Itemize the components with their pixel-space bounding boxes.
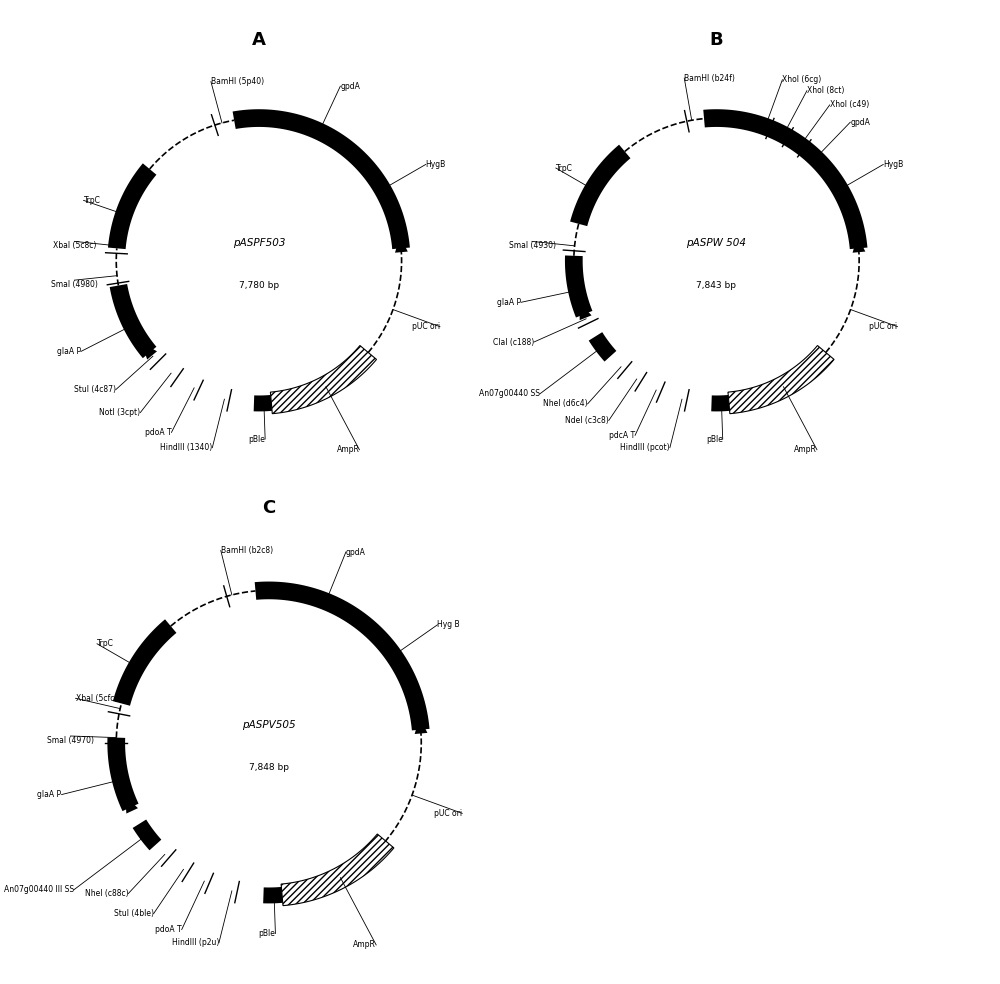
Text: pBle: pBle	[248, 435, 265, 444]
Polygon shape	[565, 256, 592, 318]
Text: B: B	[710, 31, 723, 49]
Text: StuI (4c87): StuI (4c87)	[74, 385, 116, 395]
Text: NdeI (c3c8): NdeI (c3c8)	[565, 416, 609, 425]
Text: NheI (d6c4): NheI (d6c4)	[543, 400, 588, 408]
Text: 7,848 bp: 7,848 bp	[249, 763, 289, 772]
Polygon shape	[853, 235, 865, 253]
Text: 7,843 bp: 7,843 bp	[696, 280, 736, 290]
Text: HindIII (pcot): HindIII (pcot)	[620, 443, 670, 453]
Polygon shape	[281, 834, 394, 905]
Text: AmpR: AmpR	[353, 941, 376, 950]
Text: XbaI (5c8c): XbaI (5c8c)	[53, 241, 96, 250]
Text: pBle: pBle	[259, 929, 275, 938]
Text: XhoI (8ct): XhoI (8ct)	[807, 87, 844, 95]
Polygon shape	[110, 284, 156, 358]
Text: TrpC: TrpC	[556, 163, 573, 172]
Polygon shape	[113, 619, 176, 706]
Polygon shape	[255, 582, 430, 730]
Text: XhoI (c49): XhoI (c49)	[830, 100, 869, 109]
Polygon shape	[133, 820, 161, 850]
Text: AmpR: AmpR	[337, 445, 359, 455]
Text: AmpR: AmpR	[794, 445, 817, 455]
Polygon shape	[589, 333, 616, 361]
Text: pdcA T: pdcA T	[609, 431, 635, 440]
Polygon shape	[108, 163, 156, 249]
Polygon shape	[270, 345, 377, 413]
Text: pASPF503: pASPF503	[233, 238, 285, 248]
Polygon shape	[579, 302, 592, 320]
Text: pBle: pBle	[706, 435, 723, 444]
Text: pUC ori: pUC ori	[869, 322, 897, 332]
Text: HindIII (1340): HindIII (1340)	[160, 443, 212, 453]
Text: BamHI (b2c8): BamHI (b2c8)	[221, 546, 273, 555]
Text: pdoA T: pdoA T	[155, 925, 182, 934]
Text: StuI (4ble): StuI (4ble)	[114, 909, 154, 918]
Text: HindIII (p2u): HindIII (p2u)	[172, 938, 219, 948]
Text: Hyg B: Hyg B	[437, 620, 460, 630]
Polygon shape	[728, 345, 834, 413]
Polygon shape	[254, 395, 272, 411]
Text: HygB: HygB	[426, 160, 446, 169]
Text: glaA P: glaA P	[57, 347, 81, 356]
Text: glaA P: glaA P	[37, 790, 62, 799]
Text: TrpC: TrpC	[84, 196, 100, 205]
Text: BamHI (5p40): BamHI (5p40)	[211, 77, 264, 86]
Polygon shape	[703, 109, 867, 249]
Text: SmaI (4930): SmaI (4930)	[509, 241, 556, 250]
Text: An07g00440 III SS: An07g00440 III SS	[4, 886, 74, 894]
Text: pASPV505: pASPV505	[242, 720, 296, 730]
Text: A: A	[252, 31, 266, 49]
Polygon shape	[570, 145, 630, 226]
Text: pUC ori: pUC ori	[412, 322, 440, 332]
Text: gpdA: gpdA	[340, 82, 360, 91]
Text: XbaI (5cfc): XbaI (5cfc)	[76, 694, 117, 703]
Polygon shape	[395, 235, 408, 253]
Polygon shape	[233, 109, 410, 249]
Polygon shape	[125, 796, 138, 814]
Text: NheI (c88c): NheI (c88c)	[85, 889, 128, 898]
Text: glaA P: glaA P	[497, 298, 521, 307]
Text: An07g00440 SS: An07g00440 SS	[479, 390, 540, 399]
Text: SmaI (4980): SmaI (4980)	[51, 280, 98, 289]
Polygon shape	[263, 887, 283, 903]
Text: C: C	[262, 499, 275, 517]
Polygon shape	[107, 737, 139, 811]
Text: HygB: HygB	[883, 160, 904, 169]
Text: gpdA: gpdA	[850, 118, 870, 127]
Text: NotI (3cpt): NotI (3cpt)	[99, 408, 140, 417]
Text: BamHI (b24f): BamHI (b24f)	[684, 74, 735, 83]
Text: gpdA: gpdA	[346, 547, 366, 557]
Text: SmaI (4970): SmaI (4970)	[47, 736, 94, 745]
Polygon shape	[141, 342, 157, 359]
Text: ClaI (c188): ClaI (c188)	[493, 338, 534, 346]
Polygon shape	[711, 395, 730, 411]
Text: pASPW 504: pASPW 504	[686, 238, 746, 248]
Text: pdoA T: pdoA T	[145, 428, 171, 437]
Text: TrpC: TrpC	[97, 640, 114, 648]
Text: pUC ori: pUC ori	[434, 809, 462, 818]
Text: 7,780 bp: 7,780 bp	[239, 280, 279, 290]
Polygon shape	[415, 717, 427, 734]
Text: XhoI (6cg): XhoI (6cg)	[782, 75, 822, 85]
